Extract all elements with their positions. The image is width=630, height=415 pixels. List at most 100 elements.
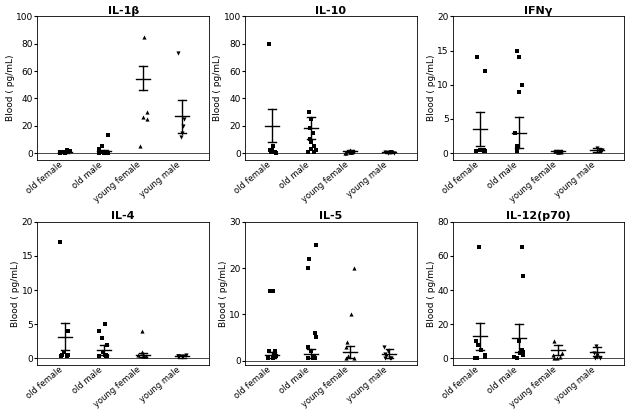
- Point: [271, 353, 281, 359]
- Point: [389, 149, 399, 156]
- Point: [97, 334, 107, 341]
- Point: [311, 334, 321, 341]
- Point: [592, 144, 602, 151]
- Point: [265, 288, 275, 295]
- Point: [310, 355, 320, 361]
- Point: [174, 353, 184, 360]
- Point: [55, 149, 66, 156]
- Point: [379, 344, 389, 350]
- Point: [100, 149, 110, 156]
- Point: [263, 355, 273, 361]
- Point: [173, 353, 183, 360]
- Y-axis label: Blood ( pg/mL): Blood ( pg/mL): [6, 55, 14, 121]
- Point: [595, 146, 605, 153]
- Point: [266, 149, 276, 156]
- Point: [473, 342, 483, 348]
- Point: [595, 146, 605, 153]
- Point: [553, 148, 563, 155]
- Point: [270, 149, 280, 156]
- Point: [96, 149, 106, 156]
- Point: [102, 342, 112, 348]
- Point: [309, 143, 319, 149]
- Point: [341, 344, 351, 350]
- Point: [62, 147, 72, 154]
- Point: [512, 47, 522, 54]
- Point: [341, 355, 351, 361]
- Point: [549, 354, 559, 361]
- Y-axis label: Blood ( pg/mL): Blood ( pg/mL): [427, 55, 436, 121]
- Point: [512, 354, 522, 361]
- Point: [101, 352, 111, 358]
- Point: [64, 148, 74, 154]
- Point: [64, 328, 74, 334]
- Point: [476, 347, 486, 353]
- Point: [515, 350, 525, 356]
- Point: [592, 343, 602, 350]
- Point: [268, 288, 278, 295]
- Point: [594, 148, 604, 154]
- Point: [474, 244, 484, 251]
- Point: [305, 136, 315, 143]
- Point: [475, 146, 485, 153]
- Point: [139, 353, 149, 360]
- Point: [592, 354, 602, 360]
- Point: [513, 338, 524, 345]
- Point: [142, 115, 152, 122]
- Point: [472, 54, 483, 61]
- Point: [343, 353, 353, 359]
- Point: [103, 149, 113, 156]
- Point: [478, 146, 488, 153]
- Point: [512, 146, 522, 153]
- Point: [552, 354, 562, 361]
- Point: [308, 355, 318, 361]
- Point: [270, 348, 280, 355]
- Point: [141, 353, 151, 360]
- Point: [306, 146, 316, 152]
- Y-axis label: Blood ( pg/mL): Blood ( pg/mL): [11, 260, 20, 327]
- Point: [479, 148, 490, 154]
- Point: [304, 109, 314, 115]
- Point: [59, 149, 69, 155]
- Point: [471, 148, 481, 154]
- Point: [303, 355, 313, 361]
- Point: [178, 122, 188, 129]
- Point: [517, 347, 527, 353]
- Point: [57, 352, 67, 358]
- Point: [137, 348, 147, 355]
- Point: [56, 353, 66, 360]
- Point: [509, 354, 519, 360]
- Point: [304, 256, 314, 262]
- Point: [383, 348, 393, 355]
- Point: [62, 149, 72, 156]
- Point: [173, 50, 183, 56]
- Point: [305, 125, 315, 132]
- Point: [138, 353, 148, 360]
- Point: [135, 143, 145, 149]
- Point: [310, 330, 320, 336]
- Point: [346, 149, 357, 156]
- Point: [592, 352, 602, 358]
- Point: [60, 149, 70, 156]
- Point: [101, 353, 112, 360]
- Point: [303, 148, 313, 155]
- Point: [267, 147, 277, 154]
- Point: [590, 354, 600, 361]
- Point: [173, 353, 183, 360]
- Point: [557, 350, 567, 356]
- Point: [589, 350, 599, 356]
- Point: [517, 81, 527, 88]
- Point: [138, 114, 148, 121]
- Point: [513, 54, 524, 61]
- Point: [345, 148, 355, 155]
- Point: [479, 352, 490, 358]
- Point: [99, 149, 109, 156]
- Point: [555, 354, 565, 360]
- Title: IL-1β: IL-1β: [108, 5, 139, 15]
- Point: [471, 338, 481, 345]
- Point: [556, 148, 566, 154]
- Y-axis label: Blood ( pg/mL): Blood ( pg/mL): [427, 260, 436, 327]
- Point: [306, 139, 316, 145]
- Point: [345, 149, 355, 156]
- Point: [137, 328, 147, 334]
- Point: [549, 148, 559, 154]
